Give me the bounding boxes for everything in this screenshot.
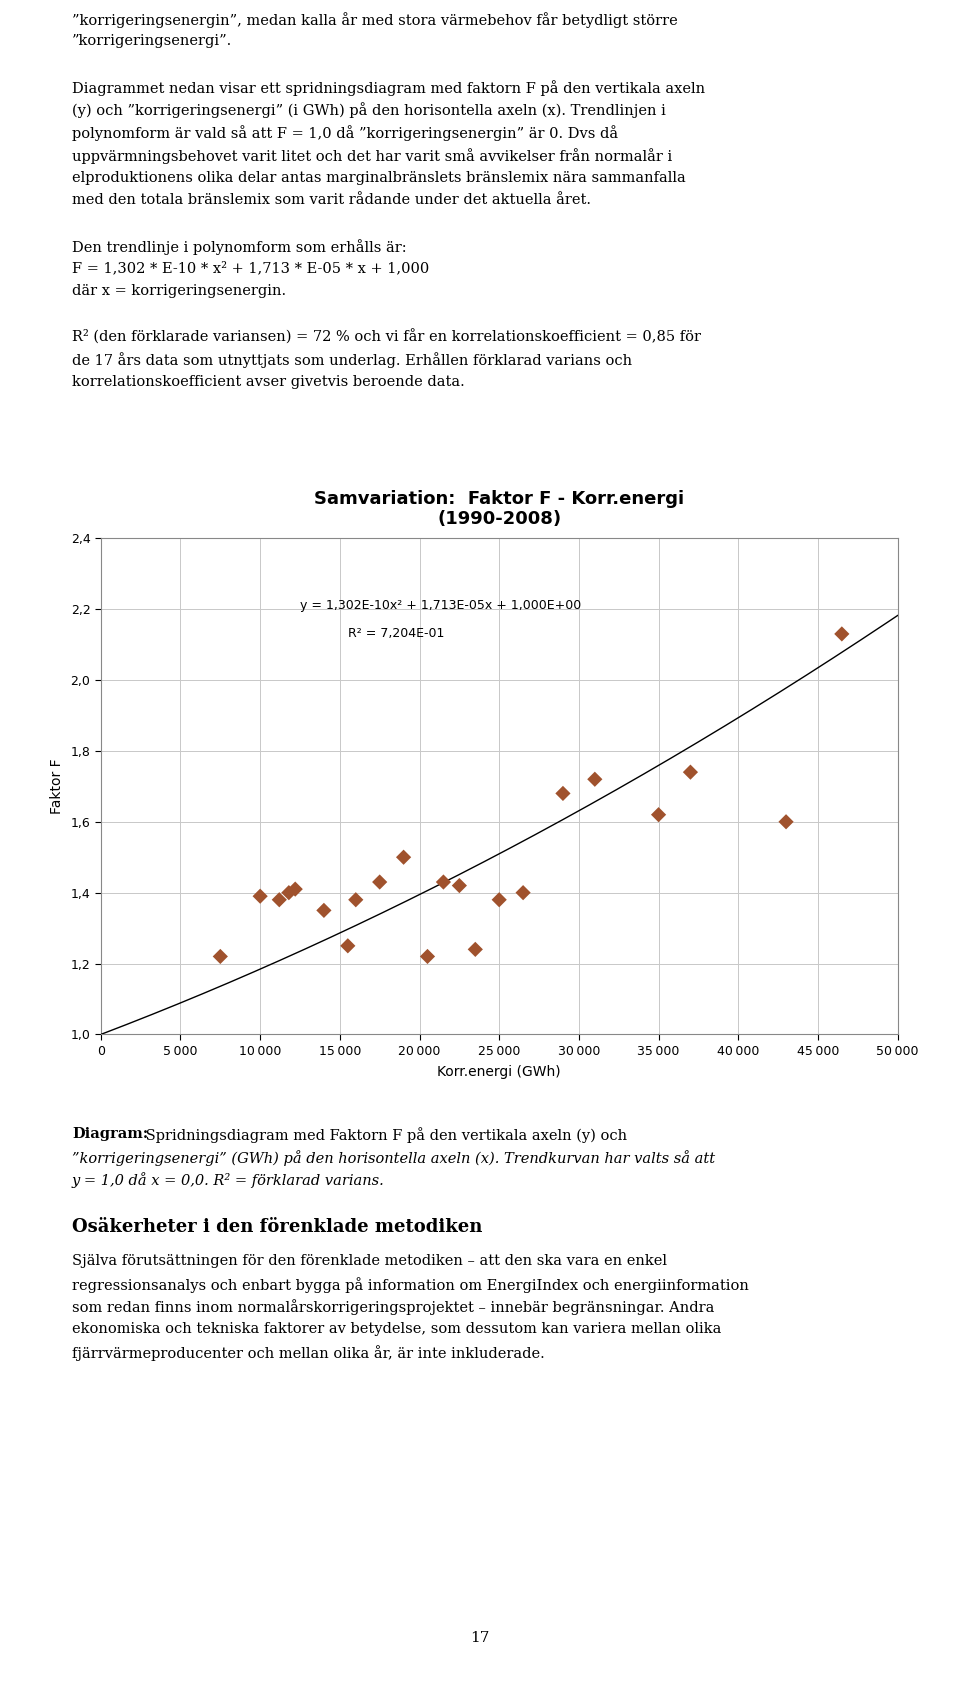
Point: [555, 780, 570, 807]
Point: [492, 886, 507, 913]
Y-axis label: Faktor F: Faktor F: [50, 759, 63, 814]
Text: de 17 års data som utnyttjats som underlag. Erhållen förklarad varians och: de 17 års data som utnyttjats som underl…: [72, 353, 632, 368]
Point: [372, 868, 388, 895]
Text: R² = 7,204E-01: R² = 7,204E-01: [348, 627, 444, 641]
Point: [252, 883, 268, 910]
Point: [588, 765, 603, 792]
Text: Diagrammet nedan visar ett spridningsdiagram med faktorn F på den vertikala axel: Diagrammet nedan visar ett spridningsdia…: [72, 81, 706, 96]
Text: korrelationskoefficient avser givetvis beroende data.: korrelationskoefficient avser givetvis b…: [72, 375, 465, 389]
Point: [436, 868, 451, 895]
Text: ekonomiska och tekniska faktorer av betydelse, som dessutom kan variera mellan o: ekonomiska och tekniska faktorer av bety…: [72, 1322, 721, 1336]
Point: [348, 886, 364, 913]
Text: elproduktionens olika delar antas marginalbränslets bränslemix nära sammanfalla: elproduktionens olika delar antas margin…: [72, 172, 685, 185]
Point: [834, 621, 850, 648]
Point: [281, 880, 297, 907]
Text: Själva förutsättningen för den förenklade metodiken – att den ska vara en enkel: Själva förutsättningen för den förenklad…: [72, 1255, 667, 1268]
Text: F = 1,302 * E-10 * x² + 1,713 * E-05 * x + 1,000: F = 1,302 * E-10 * x² + 1,713 * E-05 * x…: [72, 262, 429, 276]
Text: y = 1,0 då x = 0,0. R² = förklarad varians.: y = 1,0 då x = 0,0. R² = förklarad varia…: [72, 1172, 385, 1187]
Text: ”korrigeringsenergi”.: ”korrigeringsenergi”.: [72, 35, 232, 49]
Text: ”korrigeringsenergin”, medan kalla år med stora värmebehov får betydligt större: ”korrigeringsenergin”, medan kalla år me…: [72, 12, 678, 27]
Text: regressionsanalys och enbart bygga på information om EnergiIndex och energiinfor: regressionsanalys och enbart bygga på in…: [72, 1277, 749, 1293]
Point: [212, 944, 228, 971]
Point: [272, 886, 287, 913]
Text: Osäkerheter i den förenklade metodiken: Osäkerheter i den förenklade metodiken: [72, 1218, 482, 1236]
Point: [779, 809, 794, 836]
Text: 17: 17: [470, 1632, 490, 1645]
Text: Spridningsdiagram med Faktorn F på den vertikala axeln (y) och: Spridningsdiagram med Faktorn F på den v…: [141, 1127, 627, 1142]
Point: [651, 801, 666, 828]
Point: [420, 944, 435, 971]
Text: som redan finns inom normalårskorrigeringsprojektet – innebär begränsningar. And: som redan finns inom normalårskorrigerin…: [72, 1300, 714, 1315]
X-axis label: Korr.energi (GWh): Korr.energi (GWh): [438, 1065, 561, 1078]
Point: [468, 935, 483, 962]
Point: [516, 880, 531, 907]
Text: (y) och ”korrigeringsenergi” (i GWh) på den horisontella axeln (x). Trendlinjen : (y) och ”korrigeringsenergi” (i GWh) på …: [72, 103, 666, 118]
Text: polynomform är vald så att F = 1,0 då ”korrigeringsenergin” är 0. Dvs då: polynomform är vald så att F = 1,0 då ”k…: [72, 126, 618, 141]
Text: Diagram:: Diagram:: [72, 1127, 148, 1140]
Text: y = 1,302E-10x² + 1,713E-05x + 1,000E+00: y = 1,302E-10x² + 1,713E-05x + 1,000E+00: [300, 599, 581, 612]
Text: ”korrigeringsenergi” (GWh) på den horisontella axeln (x). Trendkurvan har valts : ”korrigeringsenergi” (GWh) på den horiso…: [72, 1150, 715, 1166]
Point: [396, 844, 411, 871]
Text: uppvärmningsbehovet varit litet och det har varit små avvikelser från normalår i: uppvärmningsbehovet varit litet och det …: [72, 148, 672, 163]
Text: där x = korrigeringsenergin.: där x = korrigeringsenergin.: [72, 284, 286, 298]
Text: fjärrvärmeproducenter och mellan olika år, är inte inkluderade.: fjärrvärmeproducenter och mellan olika å…: [72, 1346, 544, 1361]
Point: [288, 876, 303, 903]
Point: [340, 932, 355, 959]
Point: [451, 871, 467, 898]
Point: [316, 897, 331, 923]
Title: Samvariation:  Faktor F - Korr.energi
(1990-2008): Samvariation: Faktor F - Korr.energi (19…: [314, 489, 684, 528]
Text: R² (den förklarade variansen) = 72 % och vi får en korrelationskoefficient = 0,8: R² (den förklarade variansen) = 72 % och…: [72, 330, 701, 345]
Point: [683, 759, 698, 785]
Text: med den totala bränslemix som varit rådande under det aktuella året.: med den totala bränslemix som varit råda…: [72, 193, 591, 207]
Text: Den trendlinje i polynomform som erhålls är:: Den trendlinje i polynomform som erhålls…: [72, 239, 407, 254]
